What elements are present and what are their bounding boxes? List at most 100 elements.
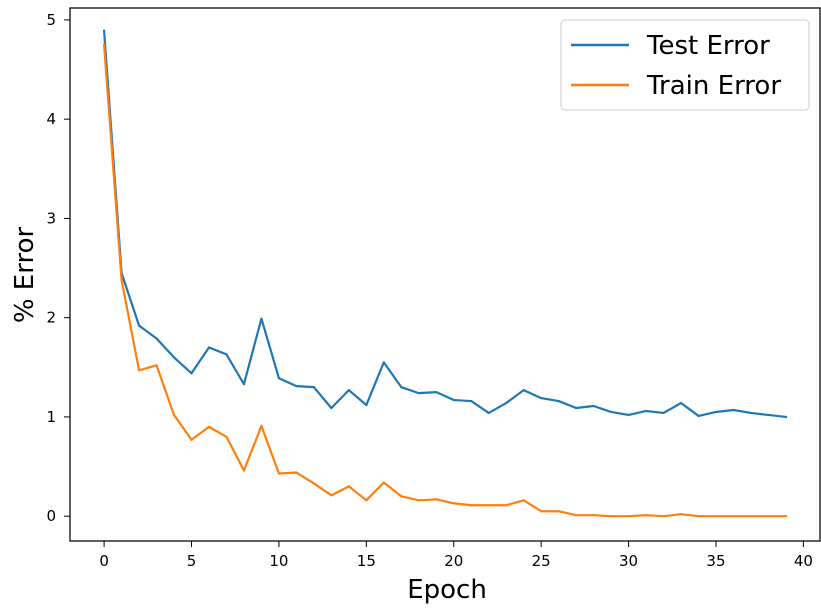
data-point-test-error bbox=[347, 389, 350, 392]
data-point-train-error bbox=[400, 495, 403, 498]
data-point-test-error bbox=[627, 413, 630, 417]
data-point-test-error bbox=[609, 410, 613, 414]
data-point-test-error bbox=[382, 361, 385, 364]
data-point-test-error bbox=[575, 406, 578, 410]
data-point-train-error bbox=[277, 472, 281, 475]
data-point-train-error bbox=[662, 515, 665, 518]
legend-label-train-error: Train Error bbox=[646, 71, 781, 101]
data-point-test-error bbox=[767, 413, 770, 417]
data-point-train-error bbox=[749, 515, 753, 518]
data-point-test-error bbox=[225, 353, 228, 356]
data-point-test-error bbox=[417, 392, 420, 395]
data-point-test-error bbox=[505, 401, 508, 405]
data-point-test-error bbox=[312, 386, 315, 389]
x-tick-label: 35 bbox=[706, 552, 725, 570]
data-point-train-error bbox=[505, 504, 508, 507]
y-tick-label: 3 bbox=[46, 209, 56, 227]
data-point-test-error bbox=[487, 411, 490, 415]
data-point-train-error bbox=[784, 515, 788, 518]
data-point-train-error bbox=[627, 515, 630, 518]
data-point-train-error bbox=[644, 514, 648, 517]
data-point-train-error bbox=[295, 471, 298, 474]
data-point-train-error bbox=[242, 469, 246, 472]
data-point-test-error bbox=[470, 399, 473, 403]
series-layer bbox=[102, 29, 788, 518]
data-point-test-error bbox=[592, 404, 595, 408]
data-point-test-error bbox=[137, 324, 141, 327]
y-axis-label: % Error bbox=[10, 227, 40, 324]
data-point-train-error bbox=[470, 504, 473, 507]
data-point-train-error bbox=[767, 515, 770, 518]
x-tick-label: 5 bbox=[187, 552, 197, 570]
y-tick-label: 2 bbox=[46, 309, 56, 327]
data-point-test-error bbox=[452, 398, 455, 402]
data-point-test-error bbox=[540, 396, 543, 400]
x-tick-label: 15 bbox=[357, 552, 376, 570]
data-point-test-error bbox=[662, 411, 665, 415]
data-point-train-error bbox=[487, 504, 490, 507]
x-tick-label: 10 bbox=[269, 552, 288, 570]
data-point-train-error bbox=[609, 515, 613, 518]
data-point-test-error bbox=[435, 391, 438, 394]
data-point-train-error bbox=[172, 413, 176, 417]
data-point-train-error bbox=[347, 485, 350, 488]
x-axis-ticks: 0 5 10 15 20 25 30 35 40 bbox=[99, 541, 813, 570]
data-point-test-error bbox=[644, 409, 648, 413]
data-point-test-error bbox=[242, 383, 246, 386]
data-point-train-error bbox=[522, 499, 525, 502]
data-point-train-error bbox=[260, 424, 263, 427]
data-point-test-error bbox=[260, 317, 263, 320]
data-point-test-error bbox=[679, 401, 683, 405]
legend-box bbox=[560, 19, 810, 111]
data-point-test-error bbox=[172, 356, 176, 359]
data-point-train-error bbox=[137, 369, 141, 372]
legend-label-test-error: Test Error bbox=[646, 31, 770, 61]
data-point-test-error bbox=[102, 29, 106, 32]
data-point-train-error bbox=[679, 513, 683, 516]
data-point-train-error bbox=[714, 515, 718, 518]
data-point-test-error bbox=[155, 337, 158, 340]
legend: Test Error Train Error bbox=[560, 19, 810, 111]
data-point-test-error bbox=[522, 389, 525, 392]
data-point-test-error bbox=[207, 346, 211, 349]
data-point-train-error bbox=[452, 502, 455, 505]
data-point-test-error bbox=[295, 385, 298, 388]
data-point-train-error bbox=[382, 481, 385, 484]
data-point-test-error bbox=[400, 386, 403, 389]
data-point-train-error bbox=[732, 515, 735, 518]
data-point-train-error bbox=[557, 510, 560, 513]
series-line-train-error bbox=[102, 43, 788, 518]
y-tick-label: 4 bbox=[46, 110, 56, 128]
data-point-test-error bbox=[749, 411, 753, 415]
plot-frame bbox=[69, 7, 821, 542]
data-point-test-error bbox=[697, 414, 700, 418]
data-point-train-error bbox=[435, 498, 438, 501]
data-point-train-error bbox=[330, 494, 333, 497]
data-point-train-error bbox=[190, 438, 193, 441]
x-tick-label: 25 bbox=[532, 552, 551, 570]
data-point-train-error bbox=[575, 514, 578, 517]
y-tick-label: 5 bbox=[46, 11, 56, 29]
data-point-test-error bbox=[714, 410, 718, 414]
data-point-train-error bbox=[120, 278, 123, 282]
data-point-train-error bbox=[592, 514, 595, 517]
data-point-train-error bbox=[225, 435, 228, 438]
y-tick-label: 1 bbox=[46, 408, 56, 426]
data-point-test-error bbox=[732, 408, 735, 412]
data-point-test-error bbox=[557, 399, 560, 403]
data-point-test-error bbox=[784, 415, 788, 419]
data-point-train-error bbox=[207, 425, 211, 428]
x-tick-label: 30 bbox=[619, 552, 638, 570]
x-tick-label: 20 bbox=[444, 552, 463, 570]
series-line-test-error bbox=[102, 29, 788, 419]
x-axis-label: Epoch bbox=[407, 575, 487, 605]
data-point-test-error bbox=[277, 377, 281, 380]
data-point-train-error bbox=[417, 499, 420, 502]
data-point-train-error bbox=[312, 482, 315, 485]
data-point-test-error bbox=[365, 403, 368, 407]
y-tick-label: 0 bbox=[46, 507, 56, 525]
x-tick-label: 0 bbox=[99, 552, 109, 570]
data-point-test-error bbox=[330, 406, 333, 410]
data-point-train-error bbox=[540, 510, 543, 513]
